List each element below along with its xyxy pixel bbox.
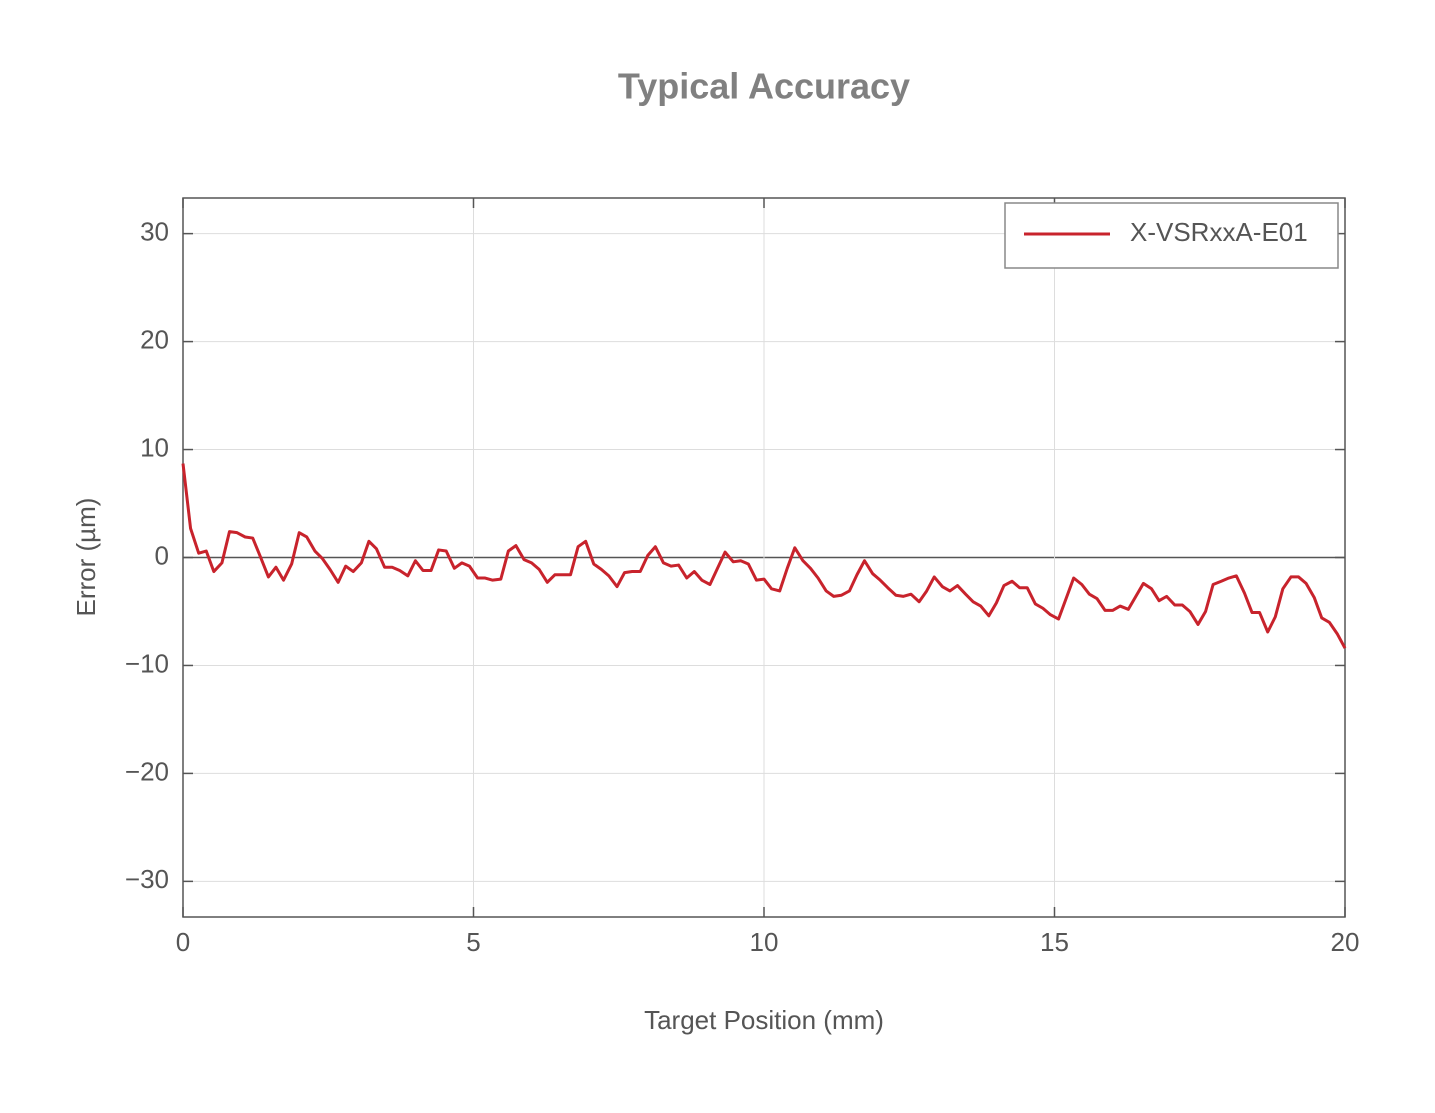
x-tick-label: 20: [1331, 927, 1360, 957]
x-tick-label: 15: [1040, 927, 1069, 957]
data-line: [181, 463, 1347, 649]
y-tick-label: 20: [140, 324, 169, 354]
x-axis-label: Target Position (mm): [644, 1005, 884, 1035]
x-tick-label: 5: [466, 927, 480, 957]
y-tick-label: 0: [155, 540, 169, 570]
y-axis-label: Error (µm): [71, 498, 101, 617]
y-tick-label: −10: [125, 648, 169, 678]
plot-frame: [182, 197, 1346, 918]
x-tick-label: 0: [176, 927, 190, 957]
legend-label: X-VSRxxA-E01: [1130, 217, 1308, 247]
y-tick-label: −30: [125, 864, 169, 894]
y-tick-label: 10: [140, 432, 169, 462]
chart-title: Typical Accuracy: [618, 66, 910, 107]
x-tick-label: 10: [750, 927, 779, 957]
y-tick-label: 30: [140, 217, 169, 247]
y-tick-label: −20: [125, 756, 169, 786]
